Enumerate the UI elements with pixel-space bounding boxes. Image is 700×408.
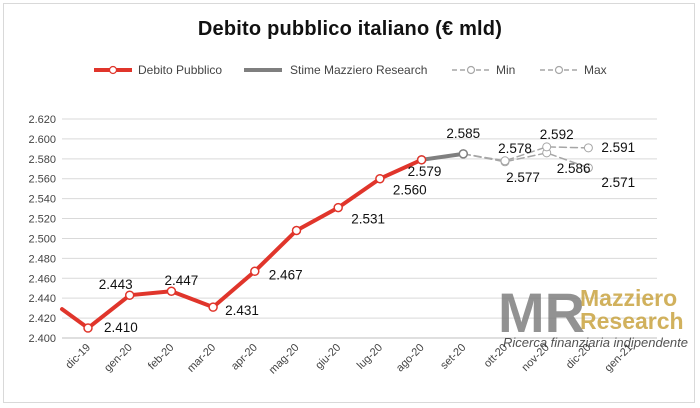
y-tick-label: 2.400 xyxy=(28,333,56,345)
watermark-logo-text: MR xyxy=(498,281,585,344)
y-tick-label: 2.440 xyxy=(28,293,56,305)
series-line-debito-pubblico xyxy=(60,157,424,331)
watermark-name: Mazziero xyxy=(580,285,677,311)
x-tick-label: giu-20 xyxy=(313,342,343,372)
x-tick-label: ago-20 xyxy=(394,342,427,375)
y-tick-label: 2.520 xyxy=(28,214,56,226)
data-label-stime-mazziero-research: 2.585 xyxy=(446,126,480,141)
data-point-debito-pubblico xyxy=(416,155,427,165)
x-tick-label: dic-19 xyxy=(63,342,93,372)
legend-label-stime-mazziero-research: Stime Mazziero Research xyxy=(290,63,427,77)
data-point-min xyxy=(583,163,593,173)
legend-label-debito-pubblico: Debito Pubblico xyxy=(138,63,222,77)
y-tick-label: 2.420 xyxy=(28,313,56,325)
data-label-debito-pubblico: 2.560 xyxy=(393,183,427,198)
x-tick-label: mar-20 xyxy=(185,342,218,375)
data-label-debito-pubblico: 2.531 xyxy=(351,212,385,227)
series-line-stime-mazziero-research xyxy=(419,151,466,162)
x-tick-label: mag-20 xyxy=(267,342,302,377)
data-label-min: 2.571 xyxy=(601,175,635,190)
y-tick-label: 2.500 xyxy=(28,233,56,245)
y-tick-label: 2.540 xyxy=(28,194,56,206)
data-point-debito-pubblico xyxy=(375,173,385,184)
data-label-max: 2.578 xyxy=(498,141,532,156)
data-label-debito-pubblico: 2.447 xyxy=(165,273,199,288)
data-point-debito-pubblico xyxy=(250,266,260,277)
x-tick-label: feb-20 xyxy=(146,342,177,373)
y-tick-label: 2.580 xyxy=(28,154,56,166)
data-label-debito-pubblico: 2.443 xyxy=(99,277,133,292)
y-tick-label: 2.620 xyxy=(28,114,56,126)
data-label-min: 2.577 xyxy=(506,170,540,185)
data-point-debito-pubblico xyxy=(208,302,218,312)
y-tick-label: 2.480 xyxy=(28,253,56,265)
x-tick-label: lug-20 xyxy=(355,342,385,372)
watermark-tagline: Ricerca finanziaria indipendente xyxy=(503,335,688,350)
x-tick-label: gen-20 xyxy=(102,342,135,375)
data-label-debito-pubblico: 2.467 xyxy=(269,267,303,282)
data-point-stime-mazziero-research xyxy=(458,149,469,159)
data-point-debito-pubblico xyxy=(83,323,93,333)
x-tick-label: apr-20 xyxy=(229,342,260,373)
data-point-debito-pubblico xyxy=(124,290,135,300)
legend-label-max: Max xyxy=(584,63,607,77)
x-tick-label: set-20 xyxy=(438,342,468,372)
chart-title: Debito pubblico italiano (€ mld) xyxy=(197,18,503,40)
data-point-max xyxy=(583,143,593,153)
data-point-debito-pubblico xyxy=(291,225,302,236)
data-point-debito-pubblico xyxy=(333,202,343,213)
data-label-max: 2.591 xyxy=(601,140,635,155)
y-tick-label: 2.460 xyxy=(28,273,56,285)
watermark-name: Research xyxy=(580,308,684,334)
legend-marker-min xyxy=(466,65,476,75)
data-label-debito-pubblico: 2.410 xyxy=(104,320,138,335)
legend-marker-max xyxy=(554,65,564,75)
data-point-debito-pubblico xyxy=(166,286,177,296)
data-point-max xyxy=(500,156,510,166)
data-label-min: 2.586 xyxy=(557,161,591,176)
y-tick-label: 2.560 xyxy=(28,174,56,186)
data-label-debito-pubblico: 2.579 xyxy=(408,164,442,179)
data-label-debito-pubblico: 2.431 xyxy=(225,303,259,318)
y-tick-label: 2.600 xyxy=(28,134,56,146)
data-point-max xyxy=(542,142,552,152)
legend-marker-debito-pubblico xyxy=(108,65,118,75)
legend-label-min: Min xyxy=(496,63,515,77)
data-label-max: 2.592 xyxy=(540,127,574,142)
